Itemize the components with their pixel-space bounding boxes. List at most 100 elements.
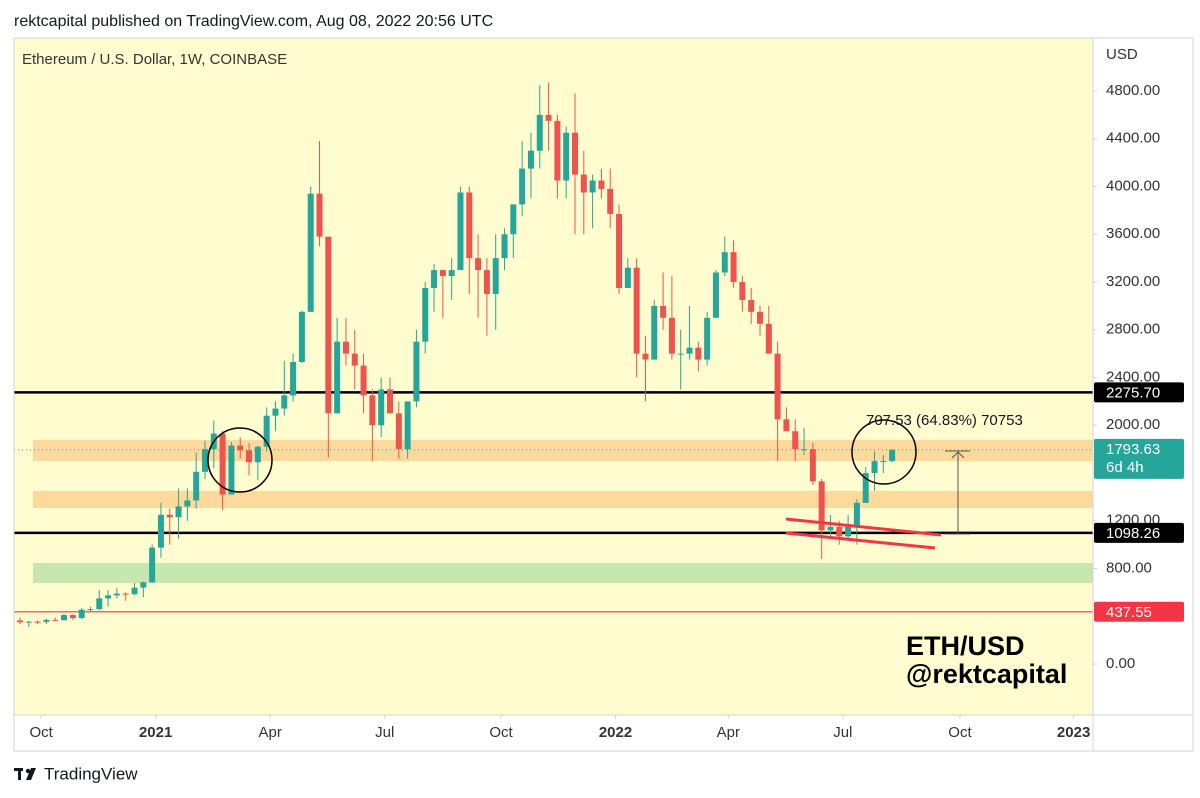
candle-body: [792, 431, 799, 450]
candle-body: [166, 514, 173, 518]
candle-body: [774, 353, 781, 420]
x-tick-label: Oct: [29, 724, 53, 741]
candle-body: [157, 514, 164, 548]
x-tick-label: 2022: [599, 724, 632, 741]
candle-body: [492, 258, 499, 294]
x-tick-label: 2023: [1057, 724, 1090, 741]
candle-body: [510, 204, 517, 235]
candle-body: [439, 270, 446, 277]
y-tick-label: 800.00: [1106, 559, 1152, 576]
candle-body: [404, 401, 411, 450]
candle-body: [677, 353, 684, 355]
candle-body: [254, 446, 261, 463]
circle-drawing: [851, 419, 917, 485]
x-tick-label: Oct: [948, 724, 972, 741]
candle-body: [413, 341, 420, 402]
time-axis: [14, 715, 1193, 751]
candle-body: [272, 408, 279, 416]
candle-body: [739, 282, 746, 300]
candle-body: [113, 593, 120, 596]
candle-body: [668, 317, 675, 354]
candle-body: [307, 193, 314, 312]
candle-body: [351, 353, 358, 366]
price-badge: [1094, 601, 1184, 622]
logo-shape: [25, 768, 31, 774]
watermark: ETH/USD: [906, 631, 1025, 661]
candle-body: [853, 502, 860, 527]
candle-body: [360, 365, 367, 396]
candle-body: [43, 619, 50, 622]
x-tick-label: 2021: [139, 724, 172, 741]
candle-body: [122, 593, 129, 595]
logo-shape: [18, 768, 21, 780]
candle-body: [149, 547, 156, 583]
candle-body: [748, 299, 755, 312]
candle-body: [730, 252, 737, 283]
candle-body: [16, 620, 23, 623]
candle-body: [695, 347, 702, 360]
candle-body: [184, 500, 191, 507]
candle-body: [765, 323, 772, 354]
candle-body: [175, 506, 182, 518]
last-price-badge: [1094, 438, 1184, 479]
currency: USD: [1106, 46, 1138, 63]
candle-body: [448, 270, 455, 277]
candle-body: [580, 174, 587, 193]
price-badge-label: 1098.26: [1106, 525, 1160, 542]
zone: [33, 563, 1093, 584]
candle-body: [871, 461, 878, 474]
candle-body: [651, 305, 658, 360]
candle-body: [395, 413, 402, 450]
candle-body: [862, 473, 869, 503]
last-price-label: 1793.63: [1106, 441, 1160, 458]
candle-body: [536, 114, 543, 151]
brand: TradingView: [44, 764, 138, 783]
candle-body: [61, 615, 68, 621]
candle-body: [801, 449, 808, 451]
y-tick-label: 3200.00: [1106, 273, 1160, 290]
candle-body: [712, 272, 719, 318]
measure-arrow: [951, 451, 965, 459]
candle-body: [827, 526, 834, 531]
x-tick-label: Apr: [717, 724, 740, 741]
candle-body: [598, 180, 605, 189]
candle-body: [422, 287, 429, 342]
candle-body: [845, 526, 852, 537]
candle-body: [571, 132, 578, 175]
x-tick-label: Jul: [833, 724, 852, 741]
candle-body: [431, 270, 438, 288]
candle-body: [554, 120, 561, 181]
candle-body: [237, 445, 244, 451]
candle-body: [263, 415, 270, 447]
x-tick-label: Jul: [375, 724, 394, 741]
candle-body: [660, 305, 667, 318]
candle-body: [836, 526, 843, 537]
candle-body: [642, 353, 649, 360]
candle-body: [880, 461, 887, 463]
candle-body: [483, 270, 490, 294]
candle-body: [607, 188, 614, 214]
y-tick-label: 3600.00: [1106, 225, 1160, 242]
candle-body: [466, 192, 473, 259]
candle-body: [369, 395, 376, 426]
candle-body: [316, 193, 323, 237]
candle-body: [201, 449, 208, 472]
brand-logo: [14, 768, 36, 780]
candle-body: [633, 267, 640, 354]
circle-drawing: [207, 427, 273, 493]
price-badge-label: 2275.70: [1106, 384, 1160, 401]
countdown-label: 6d 4h: [1106, 459, 1144, 476]
candle-body: [334, 341, 341, 414]
candle-body: [475, 258, 482, 271]
candle-body: [616, 213, 623, 288]
candle-body: [281, 395, 288, 409]
candle-body: [78, 609, 85, 619]
candle-body: [501, 234, 508, 259]
candle-body: [589, 180, 596, 193]
candle-body: [704, 317, 711, 360]
y-tick-label: 4000.00: [1106, 177, 1160, 194]
candle-body: [818, 481, 825, 531]
candle-body: [721, 252, 728, 273]
candle-body: [140, 582, 147, 588]
